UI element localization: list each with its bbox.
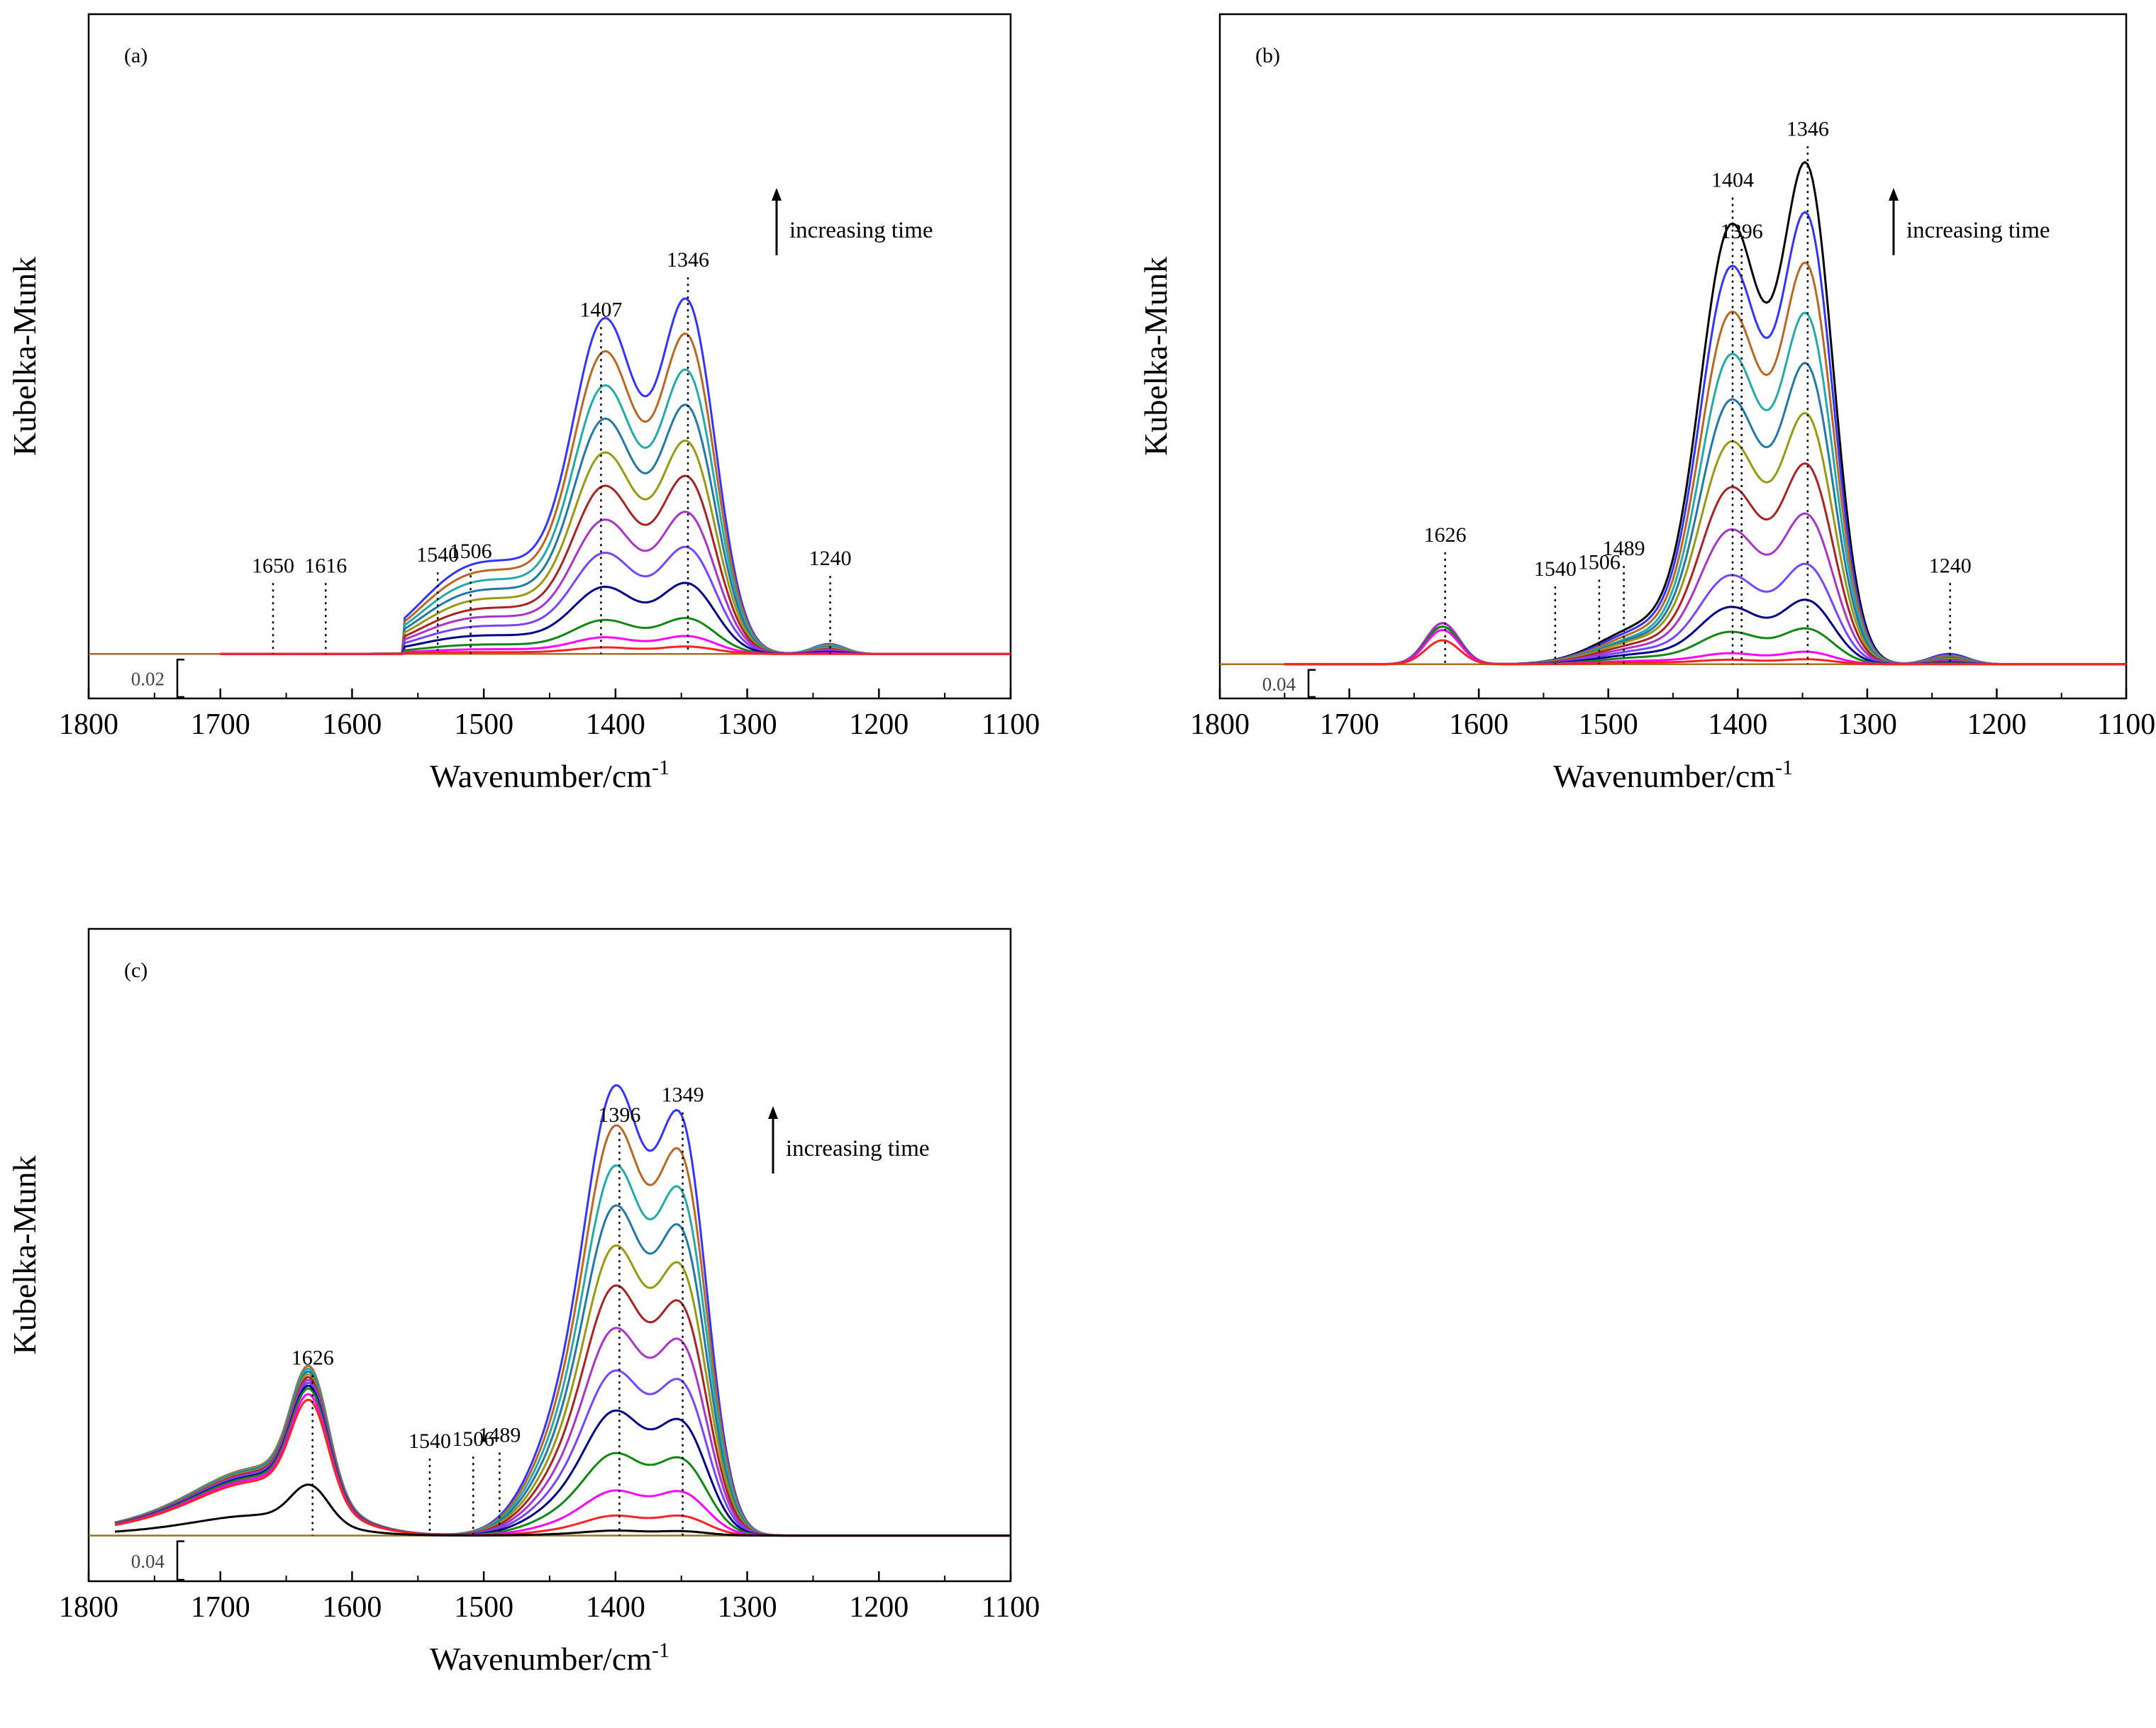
x-tick-label: 1100	[982, 1591, 1040, 1624]
x-tick-label: 1400	[1708, 708, 1767, 741]
panel-label: (a)	[124, 44, 148, 67]
peak-label: 1616	[304, 554, 347, 577]
series-line-11	[114, 1393, 1011, 1537]
scale-bar	[176, 659, 184, 698]
x-axis-title-text: Wavenumber/cm	[430, 758, 652, 794]
series-line-4	[1284, 311, 2126, 666]
scale-bar	[1307, 669, 1316, 698]
series-line-2	[220, 333, 1011, 655]
y-axis-title: Kubelka-Munk	[6, 257, 43, 456]
peak-label: 1346	[1787, 117, 1829, 140]
series-line-3	[1284, 261, 2126, 666]
peak-label: 1540	[1534, 557, 1577, 581]
x-tick-label: 1200	[849, 1591, 908, 1624]
peak-label: 1407	[579, 298, 622, 321]
x-tick-label: 1600	[322, 708, 382, 741]
series-line-6	[114, 1284, 1011, 1537]
x-tick-label: 1800	[1190, 708, 1250, 741]
series-line-9	[114, 1384, 1011, 1537]
x-axis-title-superscript: -1	[1775, 756, 1793, 779]
chart-panel-a: 1800 1700 1600 1500 1400 1300 1200 1100 Wavenumb…	[6, 13, 1040, 794]
peak-label: 1506	[452, 1427, 494, 1451]
chart-panel-b: 1800 1700 1600 1500 1400 1300 1200 1100 Wavenumb…	[1138, 13, 2155, 794]
series-line-13	[1284, 639, 2126, 666]
peak-label: 1626	[291, 1346, 334, 1369]
peak-label: 1240	[809, 547, 852, 570]
x-tick-label: 1400	[586, 1591, 645, 1624]
peak-label: 1349	[662, 1083, 704, 1107]
x-tick-label: 1800	[59, 1591, 118, 1624]
x-tick-label: 1500	[1579, 708, 1638, 741]
panel-label: (c)	[124, 959, 148, 982]
panel-label: (b)	[1255, 44, 1280, 67]
series-line-13	[115, 1483, 1011, 1537]
peak-label: 1489	[1603, 537, 1645, 560]
peak-label: 1650	[252, 554, 294, 577]
arrow-head-icon	[772, 188, 782, 201]
series-line-9	[220, 581, 1011, 655]
peak-label: 1540	[416, 543, 459, 567]
x-tick-label: 1700	[1320, 708, 1379, 741]
peak-label: 1396	[1721, 220, 1763, 243]
peak-label: 1404	[1711, 169, 1754, 192]
x-tick-label: 1500	[454, 1591, 513, 1624]
x-tick-label: 1700	[191, 708, 250, 741]
peak-label: 1626	[1424, 523, 1467, 547]
x-axis-title-superscript: -1	[652, 1639, 669, 1662]
x-tick-label: 1800	[59, 708, 118, 741]
x-tick-label: 1300	[1838, 708, 1897, 741]
series-line-12	[220, 645, 1011, 655]
x-tick-label: 1600	[322, 1591, 382, 1624]
increasing-time-label: increasing time	[789, 218, 933, 243]
chart-panel-c: 1800 1700 1600 1500 1400 1300 1200 1100 Wavenumb…	[6, 927, 1040, 1677]
series-line-1	[220, 297, 1011, 655]
x-tick-label: 1600	[1449, 708, 1508, 741]
peak-label: 1396	[598, 1103, 640, 1127]
x-tick-label: 1500	[454, 708, 513, 741]
x-axis-title: Wavenumber/cm-1	[430, 756, 669, 794]
x-axis-title-superscript: -1	[652, 756, 669, 779]
peak-label: 1240	[1929, 554, 1972, 577]
x-tick-label: 1200	[849, 708, 908, 741]
x-axis-title: Wavenumber/cm-1	[430, 1639, 669, 1677]
peak-label: 1506	[450, 540, 492, 563]
series-line-3	[220, 368, 1011, 655]
scale-bar-label: 0.04	[1262, 674, 1296, 695]
x-tick-label: 1700	[191, 1591, 250, 1624]
peak-label: 1489	[478, 1423, 521, 1446]
series-line-7	[220, 511, 1011, 655]
x-tick-label: 1300	[718, 708, 777, 741]
y-axis-title: Kubelka-Munk	[1138, 257, 1174, 456]
x-axis-title-text: Wavenumber/cm	[430, 1641, 652, 1677]
series-line-6	[1284, 411, 2126, 666]
scale-bar-label: 0.04	[131, 1551, 165, 1572]
x-axis-title: Wavenumber/cm-1	[1553, 756, 1793, 794]
increasing-time-label: increasing time	[786, 1136, 930, 1161]
increasing-time-label: increasing time	[1906, 218, 2050, 243]
peak-label: 1346	[667, 248, 709, 272]
x-axis-title-text: Wavenumber/cm	[1553, 758, 1775, 794]
series-line-9	[1284, 562, 2126, 666]
peak-label: 1540	[409, 1429, 451, 1453]
y-axis-title: Kubelka-Munk	[6, 1155, 43, 1354]
x-tick-label: 1200	[1967, 708, 2026, 741]
series-line-4	[220, 403, 1011, 655]
x-tick-label: 1100	[2097, 708, 2155, 741]
series-line-11	[220, 635, 1011, 655]
scale-bar-label: 0.02	[131, 669, 165, 690]
x-tick-label: 1300	[718, 1591, 777, 1624]
series-line-10	[114, 1387, 1011, 1537]
arrow-head-icon	[768, 1106, 778, 1119]
arrow-head-icon	[1889, 188, 1899, 201]
peak-label: 1506	[1578, 550, 1621, 574]
plot-frame	[87, 13, 1012, 700]
scale-bar	[176, 1540, 184, 1581]
x-tick-label: 1100	[982, 708, 1040, 741]
x-tick-label: 1400	[586, 708, 645, 741]
